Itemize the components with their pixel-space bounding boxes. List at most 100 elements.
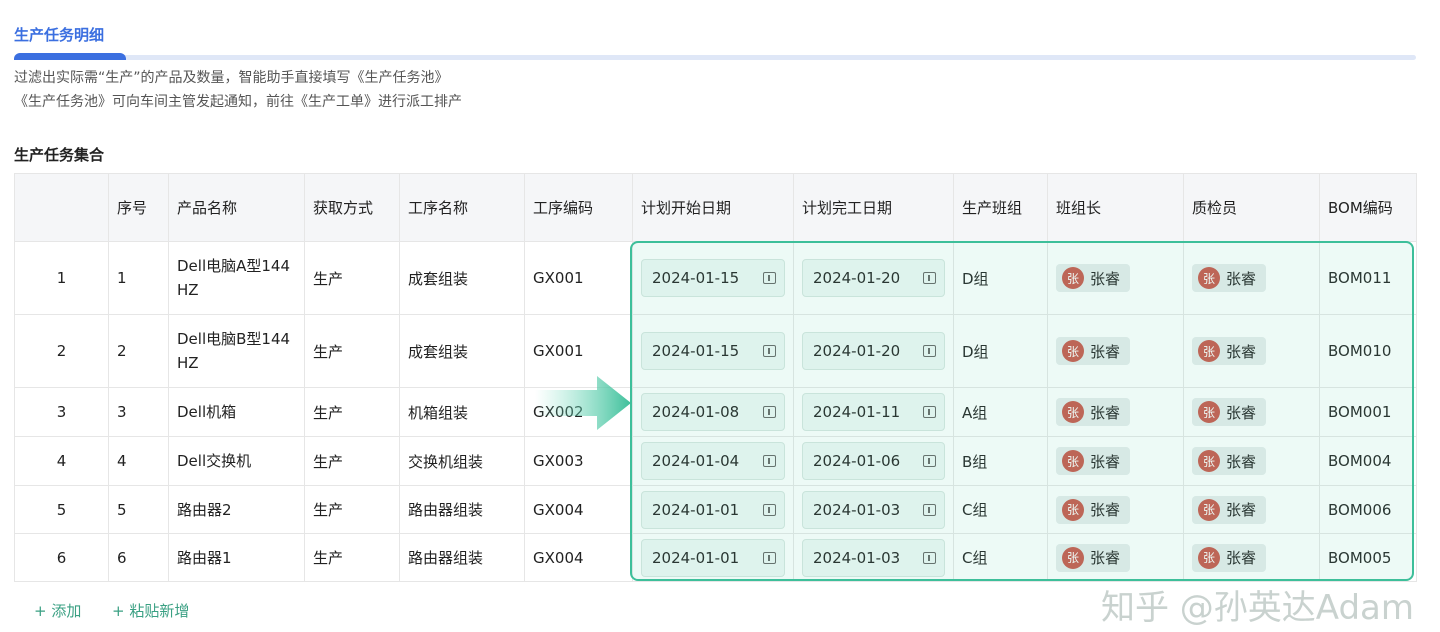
- start-date-picker[interactable]: 2024-01-01: [641, 538, 785, 577]
- start-date-picker[interactable]: 2024-01-04: [641, 442, 785, 480]
- table-row: 6 6 路由器1 生产 路由器组装 GX004 2024-01-01 2024-…: [14, 533, 1417, 582]
- paste-add-button[interactable]: + 粘贴新增: [112, 602, 190, 620]
- end-date-picker[interactable]: 2024-01-20: [802, 259, 945, 297]
- team-cell: D组: [953, 241, 1048, 315]
- product-name-cell: 路由器2: [168, 485, 305, 534]
- leader-tag[interactable]: 张张睿: [1056, 264, 1131, 292]
- qc-tag[interactable]: 张张睿: [1192, 264, 1267, 292]
- calendar-icon[interactable]: [923, 551, 936, 564]
- end-date-cell: 2024-01-20: [793, 314, 954, 388]
- calendar-icon[interactable]: [763, 551, 776, 564]
- leader-tag[interactable]: 张张睿: [1056, 337, 1131, 365]
- seq-cell: 1: [108, 241, 169, 315]
- process-name-cell: 交换机组装: [399, 436, 525, 486]
- start-date-cell: 2024-01-01: [632, 485, 794, 534]
- product-name-cell: Dell交换机: [168, 436, 305, 486]
- column-header: 质检员: [1183, 173, 1320, 242]
- leader-cell: 张张睿: [1047, 314, 1184, 388]
- end-date-picker[interactable]: 2024-01-06: [802, 442, 945, 480]
- leader-name: 张睿: [1090, 342, 1121, 361]
- avatar: 张: [1062, 498, 1084, 521]
- end-date-picker[interactable]: 2024-01-03: [802, 538, 945, 577]
- qc-tag[interactable]: 张张睿: [1192, 543, 1267, 572]
- calendar-icon[interactable]: [923, 455, 936, 467]
- qc-tag[interactable]: 张张睿: [1192, 447, 1267, 475]
- end-date-picker[interactable]: 2024-01-11: [802, 393, 945, 431]
- bom-cell: BOM010: [1319, 314, 1417, 388]
- column-header: 工序编码: [524, 173, 633, 242]
- qc-tag[interactable]: 张张睿: [1192, 495, 1267, 524]
- qc-cell: 张张睿: [1183, 533, 1320, 582]
- start-date-picker[interactable]: 2024-01-15: [641, 332, 785, 370]
- column-header: 计划完工日期: [793, 173, 954, 242]
- method-cell: 生产: [304, 485, 400, 534]
- start-date-value: 2024-01-15: [652, 342, 740, 360]
- calendar-icon[interactable]: [923, 345, 936, 357]
- start-date-picker[interactable]: 2024-01-15: [641, 259, 785, 297]
- qc-cell: 张张睿: [1183, 485, 1320, 534]
- bom-cell: BOM011: [1319, 241, 1417, 315]
- qc-name: 张睿: [1226, 342, 1257, 361]
- end-date-picker[interactable]: 2024-01-20: [802, 332, 945, 370]
- watermark: 知乎 @孙英达Adam: [1100, 588, 1414, 628]
- leader-cell: 张张睿: [1047, 533, 1184, 582]
- qc-name: 张睿: [1226, 403, 1257, 422]
- method-cell: 生产: [304, 533, 400, 582]
- calendar-icon[interactable]: [763, 503, 776, 516]
- process-name-cell: 成套组装: [399, 314, 525, 388]
- end-date-cell: 2024-01-03: [793, 485, 954, 534]
- avatar: 张: [1062, 546, 1084, 569]
- qc-name: 张睿: [1226, 549, 1257, 567]
- calendar-icon[interactable]: [923, 406, 936, 418]
- leader-cell: 张张睿: [1047, 241, 1184, 315]
- qc-tag[interactable]: 张张睿: [1192, 337, 1267, 365]
- start-date-value: 2024-01-01: [652, 548, 740, 567]
- seq-cell: 6: [108, 533, 169, 582]
- leader-tag[interactable]: 张张睿: [1056, 398, 1131, 426]
- end-date-picker[interactable]: 2024-01-03: [802, 490, 945, 529]
- calendar-icon[interactable]: [763, 272, 776, 284]
- end-date-value: 2024-01-20: [813, 342, 901, 360]
- leader-name: 张睿: [1090, 403, 1121, 422]
- product-name-cell: Dell机箱: [168, 387, 305, 437]
- task-table: 序号 产品名称 获取方式 工序名称 工序编码 计划开始日期 计划完工日期 生产班组 班组长 质检员…: [14, 173, 1417, 582]
- start-date-cell: 2024-01-08: [632, 387, 794, 437]
- calendar-icon[interactable]: [923, 272, 936, 284]
- end-date-cell: 2024-01-20: [793, 241, 954, 315]
- process-name-cell: 路由器组装: [399, 533, 525, 582]
- table-row: 5 5 路由器2 生产 路由器组装 GX004 2024-01-01 2024-…: [14, 485, 1417, 534]
- avatar: 张: [1198, 546, 1220, 569]
- qc-cell: 张张睿: [1183, 241, 1320, 315]
- bom-cell: BOM001: [1319, 387, 1417, 437]
- qc-tag[interactable]: 张张睿: [1192, 398, 1267, 426]
- process-code-cell: GX003: [524, 436, 633, 486]
- leader-tag[interactable]: 张张睿: [1056, 447, 1131, 475]
- start-date-value: 2024-01-15: [652, 269, 740, 287]
- qc-cell: 张张睿: [1183, 436, 1320, 486]
- add-button[interactable]: + 添加: [34, 602, 82, 620]
- avatar: 张: [1198, 450, 1220, 472]
- calendar-icon[interactable]: [923, 503, 936, 516]
- bom-cell: BOM004: [1319, 436, 1417, 486]
- start-date-cell: 2024-01-15: [632, 314, 794, 388]
- leader-tag[interactable]: 张张睿: [1056, 495, 1131, 524]
- method-cell: 生产: [304, 314, 400, 388]
- column-header: 工序名称: [399, 173, 525, 242]
- start-date-picker[interactable]: 2024-01-08: [641, 393, 785, 431]
- team-cell: D组: [953, 314, 1048, 388]
- calendar-icon[interactable]: [763, 406, 776, 418]
- avatar: 张: [1198, 267, 1220, 289]
- leader-name: 张睿: [1090, 549, 1121, 567]
- calendar-icon[interactable]: [763, 455, 776, 467]
- leader-tag[interactable]: 张张睿: [1056, 543, 1131, 572]
- start-date-cell: 2024-01-15: [632, 241, 794, 315]
- table-row: 1 1 Dell电脑A型144HZ 生产 成套组装 GX001 2024-01-…: [14, 241, 1417, 315]
- start-date-picker[interactable]: 2024-01-01: [641, 490, 785, 529]
- column-header: 序号: [108, 173, 169, 242]
- leader-name: 张睿: [1090, 452, 1121, 471]
- calendar-icon[interactable]: [763, 345, 776, 357]
- column-header: [14, 173, 109, 242]
- avatar: 张: [1198, 498, 1220, 521]
- qc-cell: 张张睿: [1183, 314, 1320, 388]
- tab-production-task-detail[interactable]: 生产任务明细: [14, 26, 105, 44]
